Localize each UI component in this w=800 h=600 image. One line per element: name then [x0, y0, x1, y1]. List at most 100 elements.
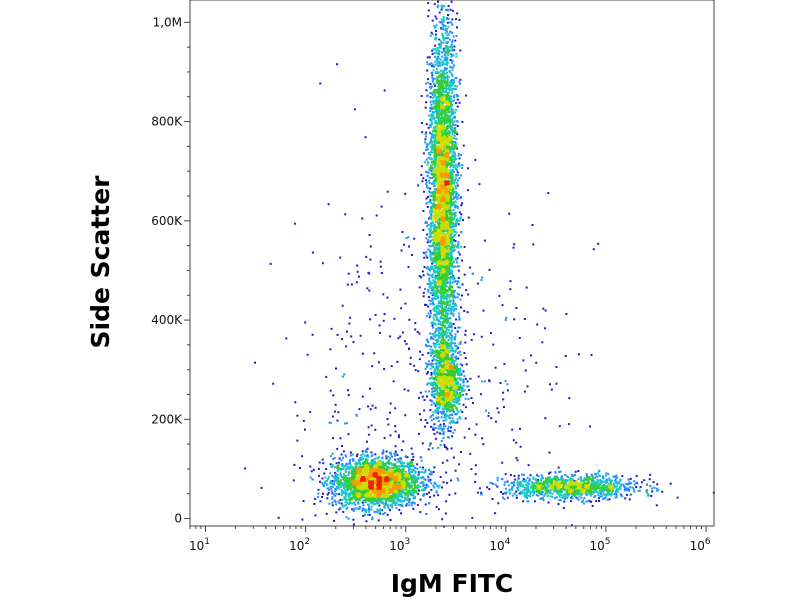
event-point [454, 257, 457, 260]
event-point [399, 465, 402, 468]
event-point [435, 188, 437, 190]
event-point [434, 254, 437, 257]
event-point [462, 219, 464, 222]
event-point [463, 246, 466, 248]
event-point [370, 505, 373, 508]
event-point [464, 417, 467, 420]
event-point [338, 487, 341, 490]
event-point [442, 90, 445, 93]
event-point [616, 491, 619, 494]
event-point [419, 476, 422, 479]
event-point [449, 126, 452, 129]
event-point [260, 486, 263, 489]
event-point [449, 294, 452, 297]
event-point [442, 314, 444, 317]
event-point [435, 362, 438, 365]
event-point [459, 216, 462, 219]
event-point [440, 303, 443, 306]
event-point [412, 475, 415, 478]
event-point [449, 312, 452, 315]
event-point [337, 485, 340, 488]
event-point [354, 475, 356, 478]
event-point [387, 507, 390, 510]
event-point [437, 494, 440, 497]
event-point [529, 486, 532, 489]
event-point [472, 333, 475, 336]
event-point [453, 81, 455, 84]
event-point [455, 224, 457, 227]
event-point [517, 489, 520, 492]
event-point [431, 262, 434, 265]
event-point [408, 473, 411, 476]
event-point [438, 11, 441, 14]
event-point [430, 336, 433, 338]
event-point [447, 429, 450, 432]
event-point [519, 485, 522, 488]
event-point [430, 373, 433, 376]
event-point [451, 246, 454, 248]
event-point [421, 395, 424, 398]
event-point [430, 472, 433, 475]
event-point [455, 390, 458, 393]
event-point [343, 476, 346, 479]
event-point [355, 462, 358, 465]
event-point [450, 338, 453, 341]
event-point [454, 302, 457, 305]
event-point [600, 491, 603, 493]
event-point [441, 336, 444, 338]
event-point [337, 493, 340, 496]
event-point [451, 235, 454, 238]
event-point [549, 491, 552, 494]
event-point [447, 130, 450, 133]
event-point [432, 289, 435, 292]
event-point [431, 366, 434, 369]
event-point [451, 84, 454, 87]
event-point [426, 145, 429, 148]
event-point [428, 279, 431, 282]
event-point [414, 328, 417, 331]
event-point [420, 418, 423, 421]
event-point [395, 452, 398, 455]
event-point [455, 174, 458, 177]
event-point [446, 407, 449, 410]
event-point [433, 368, 436, 371]
event-point [454, 200, 457, 203]
event-point [366, 447, 369, 450]
event-point [456, 120, 459, 123]
event-point [451, 41, 454, 43]
event-point [441, 55, 444, 58]
event-point [449, 82, 452, 85]
event-point [428, 285, 431, 288]
event-point [385, 499, 388, 502]
event-point [446, 317, 449, 320]
event-point [419, 466, 422, 469]
event-point [311, 333, 314, 336]
event-point [436, 392, 439, 395]
event-point [439, 293, 442, 296]
event-point [448, 422, 451, 425]
event-point [342, 456, 344, 459]
event-point [428, 268, 430, 271]
event-point [485, 409, 487, 412]
event-point [424, 367, 427, 370]
event-point [437, 427, 440, 430]
event-point [453, 294, 456, 297]
event-point [441, 292, 444, 295]
event-point [400, 503, 403, 506]
event-point [449, 197, 452, 200]
event-point [488, 488, 491, 491]
event-point [558, 499, 561, 501]
event-point [437, 323, 440, 326]
event-point [424, 390, 427, 393]
event-point [350, 477, 353, 480]
event-point [428, 473, 431, 475]
event-point [434, 121, 437, 124]
event-point [590, 500, 592, 503]
event-point [431, 350, 434, 353]
event-point [412, 494, 415, 497]
event-point [445, 418, 448, 421]
event-point [393, 501, 396, 504]
event-point [342, 467, 345, 470]
event-point [431, 352, 434, 355]
event-point [452, 305, 455, 308]
